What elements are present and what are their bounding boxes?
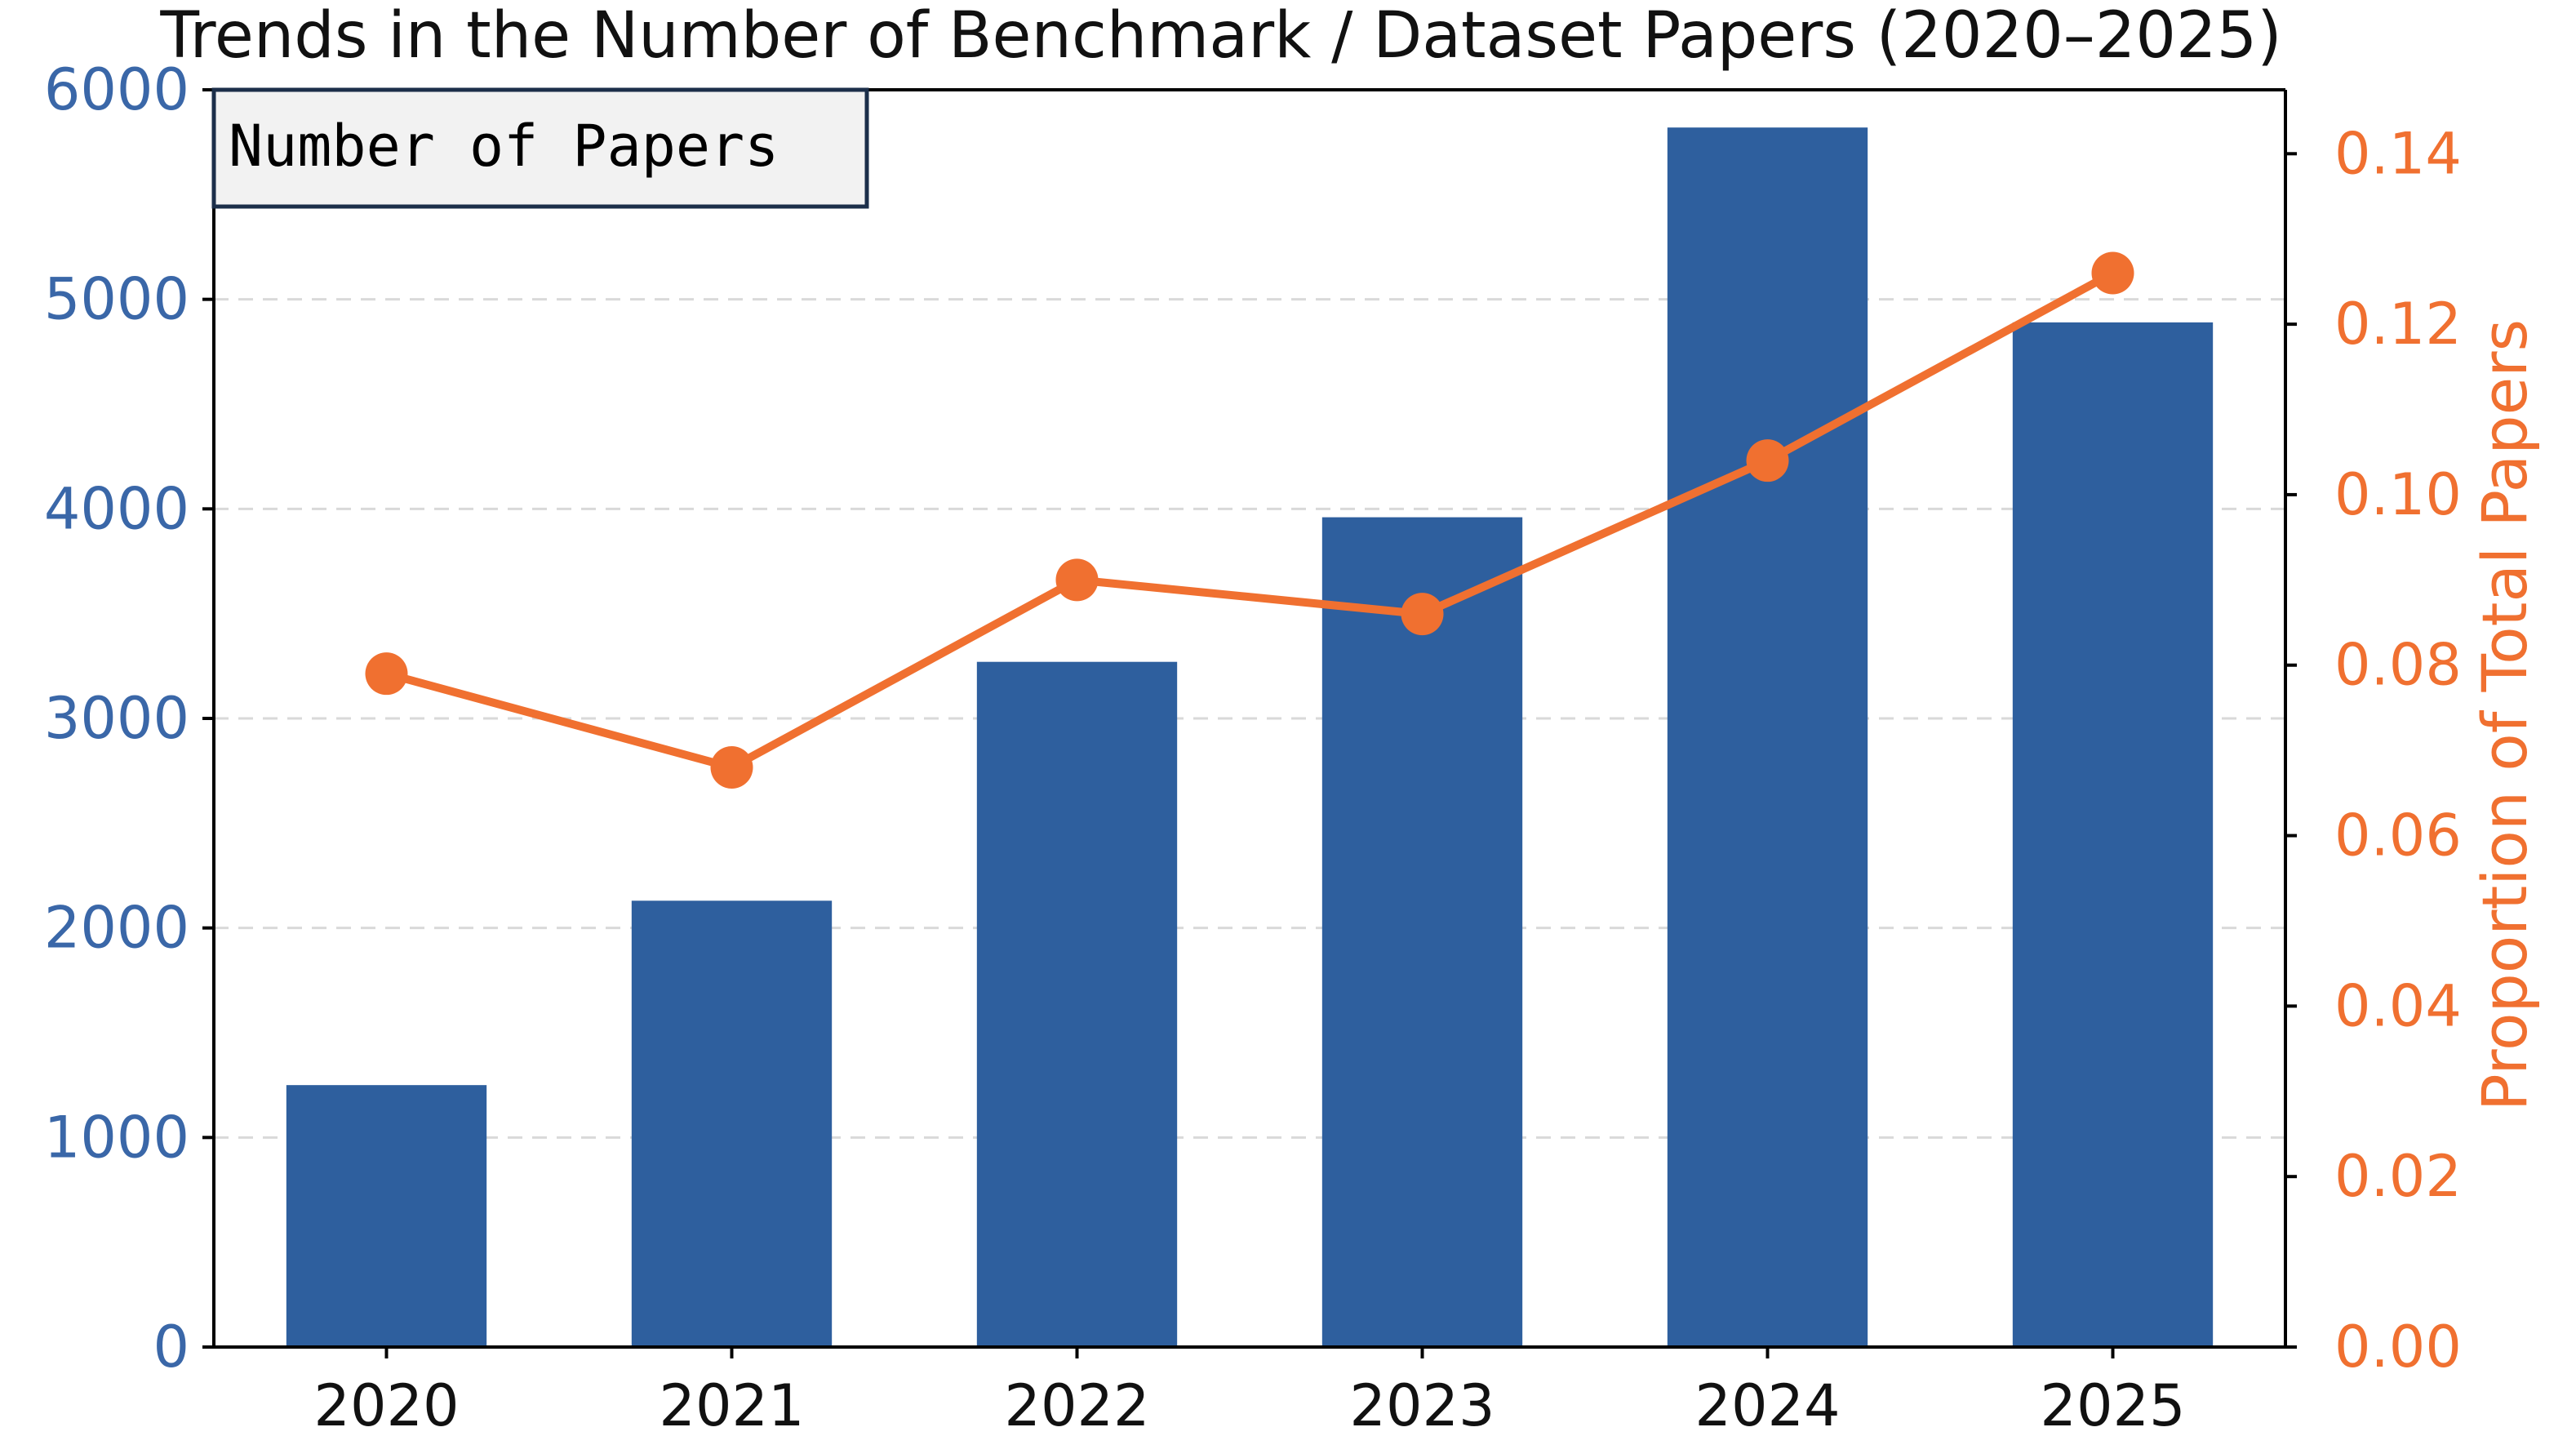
- proportion-point-2021: [710, 746, 753, 789]
- proportion-line: [365, 251, 2134, 789]
- x-tick-label: 2022: [1004, 1372, 1149, 1439]
- left-tick-label: 2000: [44, 895, 189, 962]
- left-axis-ticks: 0 1000 2000 3000 4000 5000 6000: [44, 56, 214, 1381]
- x-tick-label: 2023: [1349, 1372, 1495, 1439]
- right-tick-label: 0.12: [2334, 291, 2462, 358]
- proportion-point-2025: [2091, 251, 2134, 295]
- right-axis-ticks: 0.00 0.02 0.04 0.06 0.08 0.10 0.12 0.14: [2285, 120, 2462, 1381]
- right-axis-label: Proportion of Total Papers: [2468, 319, 2541, 1111]
- left-tick-label: 6000: [44, 56, 189, 123]
- left-tick-label: 3000: [44, 685, 189, 752]
- proportion-point-2020: [365, 652, 408, 696]
- x-tick-label: 2021: [659, 1372, 804, 1439]
- right-tick-label: 0.14: [2334, 120, 2462, 187]
- right-tick-label: 0.04: [2334, 972, 2462, 1039]
- bars: [286, 127, 2214, 1348]
- chart-title: Trends in the Number of Benchmark / Data…: [159, 0, 2281, 73]
- right-tick-label: 0.06: [2334, 803, 2462, 869]
- left-tick-label: 0: [153, 1314, 189, 1381]
- proportion-series-line: [382, 269, 2117, 772]
- legend: Number of Papers: [211, 87, 869, 209]
- x-axis-ticks: 2020 2021 2022 2023 2024 2025: [313, 1347, 2186, 1439]
- proportion-point-2024: [1746, 439, 1789, 482]
- x-tick-label: 2024: [1694, 1372, 1840, 1439]
- right-tick-label: 0.02: [2334, 1143, 2462, 1210]
- right-tick-label: 0.10: [2334, 461, 2462, 528]
- legend-label: Number of Papers: [229, 113, 779, 180]
- left-tick-label: 1000: [44, 1104, 189, 1171]
- x-tick-label: 2025: [2040, 1372, 2185, 1439]
- right-tick-label: 0.08: [2334, 632, 2462, 699]
- bar-2020: [286, 1085, 487, 1347]
- bar-2023: [1321, 517, 1523, 1347]
- proportion-point-2023: [1401, 593, 1444, 636]
- legend-box: [211, 87, 869, 209]
- bar-2022: [976, 661, 1178, 1347]
- right-tick-label: 0.00: [2334, 1314, 2462, 1381]
- left-tick-label: 4000: [44, 475, 189, 542]
- x-tick-label: 2020: [313, 1372, 459, 1439]
- bar-2021: [631, 900, 833, 1347]
- bar-2025: [2012, 322, 2214, 1347]
- proportion-point-2022: [1055, 558, 1099, 602]
- left-tick-label: 5000: [44, 266, 189, 333]
- bar-2024: [1667, 127, 1868, 1348]
